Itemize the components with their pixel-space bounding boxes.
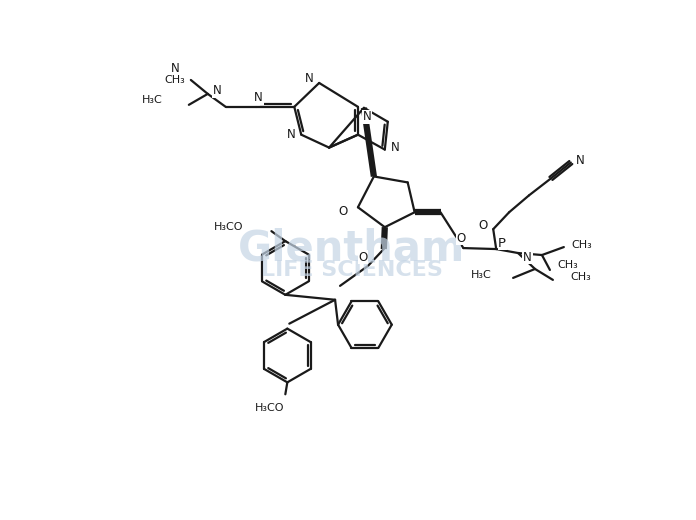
Text: H₃C: H₃C	[142, 95, 163, 105]
Text: O: O	[358, 251, 367, 264]
Text: N: N	[254, 92, 263, 105]
Text: CH₃: CH₃	[557, 260, 578, 270]
Text: CH₃: CH₃	[571, 272, 592, 282]
Text: LIFE SCIENCES: LIFE SCIENCES	[261, 260, 443, 280]
Text: H₃CO: H₃CO	[255, 403, 284, 413]
Text: N: N	[213, 84, 221, 97]
Text: N: N	[287, 128, 295, 141]
Text: O: O	[457, 231, 466, 244]
Text: H₃C: H₃C	[470, 270, 491, 280]
Text: N: N	[363, 110, 371, 123]
Text: Glentham: Glentham	[238, 227, 466, 269]
Text: P: P	[498, 237, 506, 250]
Text: N: N	[304, 72, 313, 85]
Text: N: N	[576, 154, 584, 167]
Text: N: N	[523, 251, 532, 264]
Text: N: N	[390, 141, 400, 154]
Text: O: O	[479, 219, 488, 232]
Text: H₃CO: H₃CO	[214, 222, 244, 232]
Text: CH₃: CH₃	[164, 75, 185, 85]
Text: CH₃: CH₃	[571, 240, 592, 250]
Text: N: N	[171, 61, 180, 74]
Text: O: O	[339, 205, 348, 218]
